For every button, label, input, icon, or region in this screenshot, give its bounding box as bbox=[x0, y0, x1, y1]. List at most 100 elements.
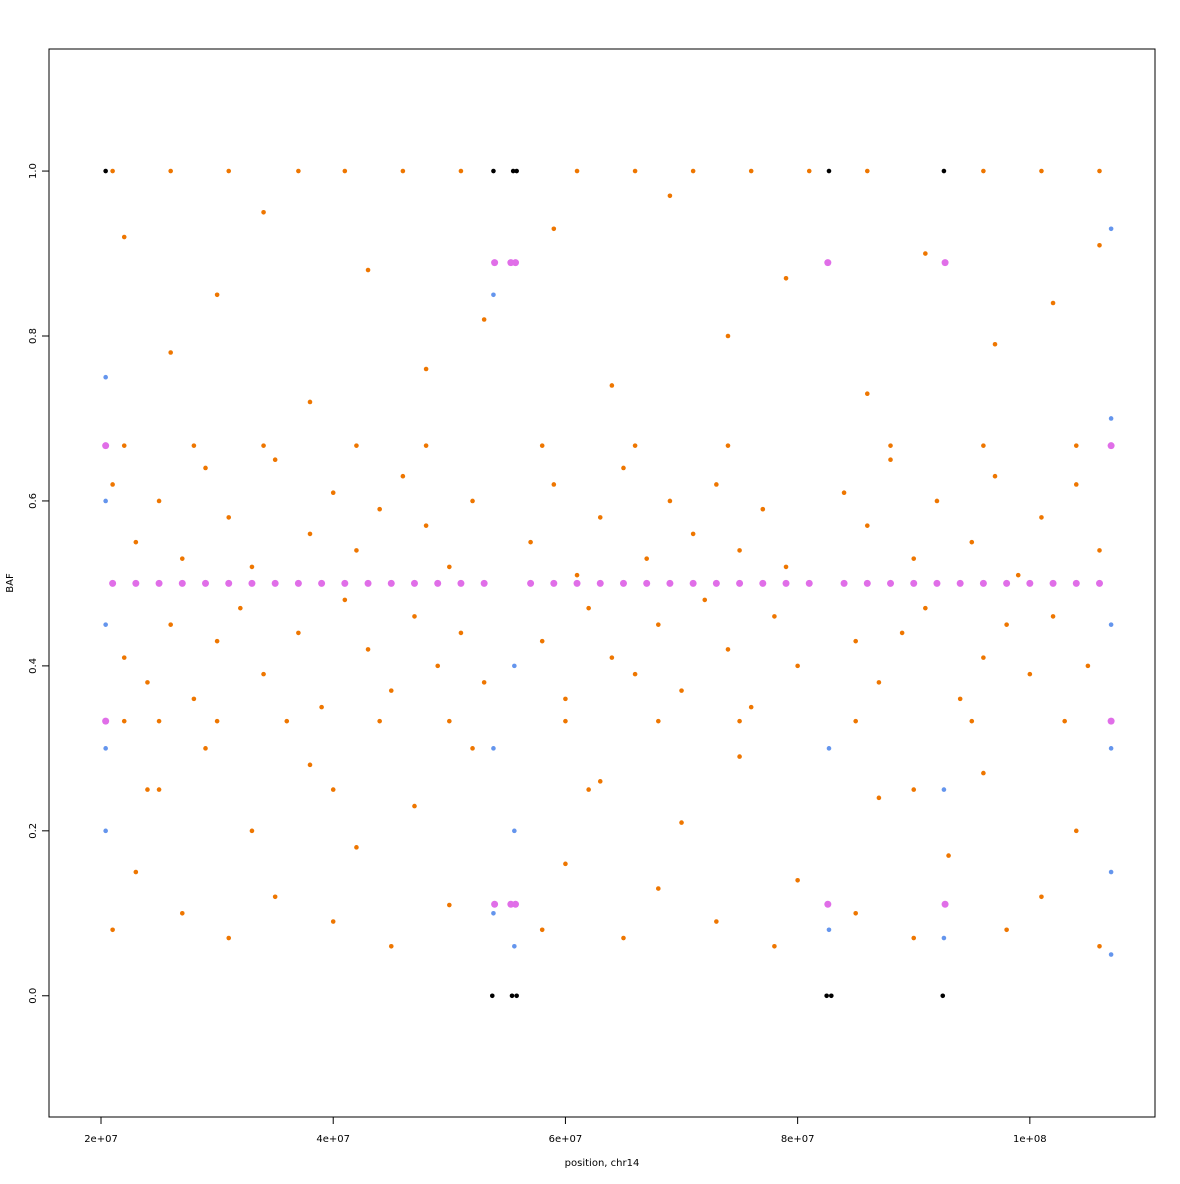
point bbox=[423, 443, 429, 448]
point bbox=[261, 443, 266, 448]
point bbox=[725, 333, 731, 339]
point bbox=[911, 935, 917, 941]
point bbox=[491, 746, 496, 751]
point bbox=[121, 234, 127, 240]
point bbox=[528, 539, 533, 545]
point bbox=[470, 498, 475, 504]
point bbox=[737, 718, 742, 724]
point bbox=[829, 993, 834, 999]
point bbox=[853, 718, 858, 724]
point bbox=[923, 251, 928, 256]
point bbox=[876, 795, 882, 801]
y-tick-label: 0.6 bbox=[28, 493, 39, 509]
x-tick-label: 1e+08 bbox=[1013, 1134, 1047, 1145]
point bbox=[191, 696, 197, 702]
point bbox=[1026, 579, 1034, 587]
point bbox=[121, 655, 127, 660]
point bbox=[1097, 168, 1102, 174]
point bbox=[491, 292, 496, 298]
point bbox=[249, 828, 255, 834]
point bbox=[365, 267, 371, 273]
point bbox=[491, 259, 499, 267]
point bbox=[238, 605, 243, 611]
point bbox=[491, 168, 496, 174]
point bbox=[481, 680, 487, 685]
point bbox=[956, 579, 964, 587]
point bbox=[609, 655, 615, 660]
point bbox=[307, 399, 313, 405]
point bbox=[400, 168, 406, 174]
point bbox=[941, 259, 949, 267]
point bbox=[772, 943, 777, 949]
point bbox=[121, 443, 127, 448]
point bbox=[824, 993, 829, 999]
point bbox=[341, 579, 349, 587]
point bbox=[272, 457, 278, 463]
point bbox=[795, 878, 800, 883]
point bbox=[249, 564, 255, 570]
point bbox=[103, 828, 108, 834]
point bbox=[1107, 717, 1115, 725]
point bbox=[514, 993, 519, 999]
point bbox=[377, 718, 382, 724]
point bbox=[643, 579, 651, 587]
point bbox=[596, 579, 604, 587]
point bbox=[887, 579, 895, 587]
point bbox=[551, 226, 557, 232]
point bbox=[103, 498, 108, 504]
plot-frame bbox=[48, 48, 1156, 1118]
point bbox=[1039, 894, 1044, 900]
point bbox=[1096, 579, 1104, 587]
point bbox=[364, 579, 372, 587]
point bbox=[110, 482, 115, 487]
point bbox=[481, 317, 487, 322]
point bbox=[656, 718, 661, 724]
point bbox=[826, 746, 832, 751]
point bbox=[342, 168, 348, 174]
point bbox=[941, 168, 947, 174]
point bbox=[1108, 226, 1114, 232]
y-tick-label: 0.8 bbox=[28, 328, 39, 344]
point bbox=[214, 638, 220, 644]
y-axis-label: BAF bbox=[5, 573, 16, 593]
point bbox=[423, 523, 429, 528]
point bbox=[737, 754, 742, 759]
point bbox=[330, 787, 336, 792]
point bbox=[191, 443, 197, 448]
point bbox=[563, 718, 568, 724]
x-axis-label: position, chr14 bbox=[565, 1158, 640, 1169]
point bbox=[714, 482, 719, 487]
point bbox=[354, 443, 359, 448]
point bbox=[783, 275, 789, 281]
point bbox=[102, 717, 110, 725]
point bbox=[725, 647, 731, 652]
point bbox=[933, 579, 941, 587]
point bbox=[981, 168, 986, 174]
point bbox=[667, 193, 673, 199]
point bbox=[103, 168, 108, 174]
point bbox=[1027, 671, 1033, 677]
point bbox=[748, 704, 754, 710]
point bbox=[783, 564, 789, 570]
point bbox=[1108, 869, 1114, 875]
point bbox=[574, 168, 580, 174]
point bbox=[1108, 622, 1114, 627]
point bbox=[412, 614, 417, 619]
point bbox=[923, 605, 928, 611]
point bbox=[102, 442, 110, 450]
point bbox=[103, 746, 108, 751]
point bbox=[666, 579, 674, 587]
point bbox=[412, 803, 417, 809]
point bbox=[133, 869, 139, 875]
point bbox=[981, 770, 986, 776]
point bbox=[1072, 579, 1080, 587]
point bbox=[941, 787, 947, 792]
point bbox=[539, 443, 545, 448]
point bbox=[725, 443, 731, 448]
point bbox=[272, 894, 278, 900]
point bbox=[296, 168, 301, 174]
point bbox=[103, 622, 108, 627]
point bbox=[145, 680, 150, 685]
point bbox=[910, 579, 918, 587]
point bbox=[702, 597, 708, 603]
